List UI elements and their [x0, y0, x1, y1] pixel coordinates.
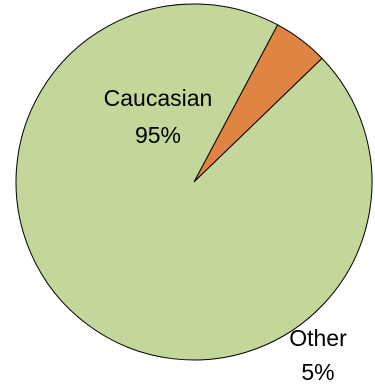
label-other: Other 5%	[289, 325, 347, 385]
label-caucasian: Caucasian 95%	[104, 85, 213, 148]
slice-value-other: 5%	[301, 359, 334, 385]
pie-slice-caucasian	[15, 3, 373, 361]
slice-value-caucasian: 95%	[135, 122, 181, 148]
slice-label-other: Other	[289, 325, 347, 351]
pie-slices	[15, 3, 373, 361]
slice-label-caucasian: Caucasian	[104, 85, 213, 111]
